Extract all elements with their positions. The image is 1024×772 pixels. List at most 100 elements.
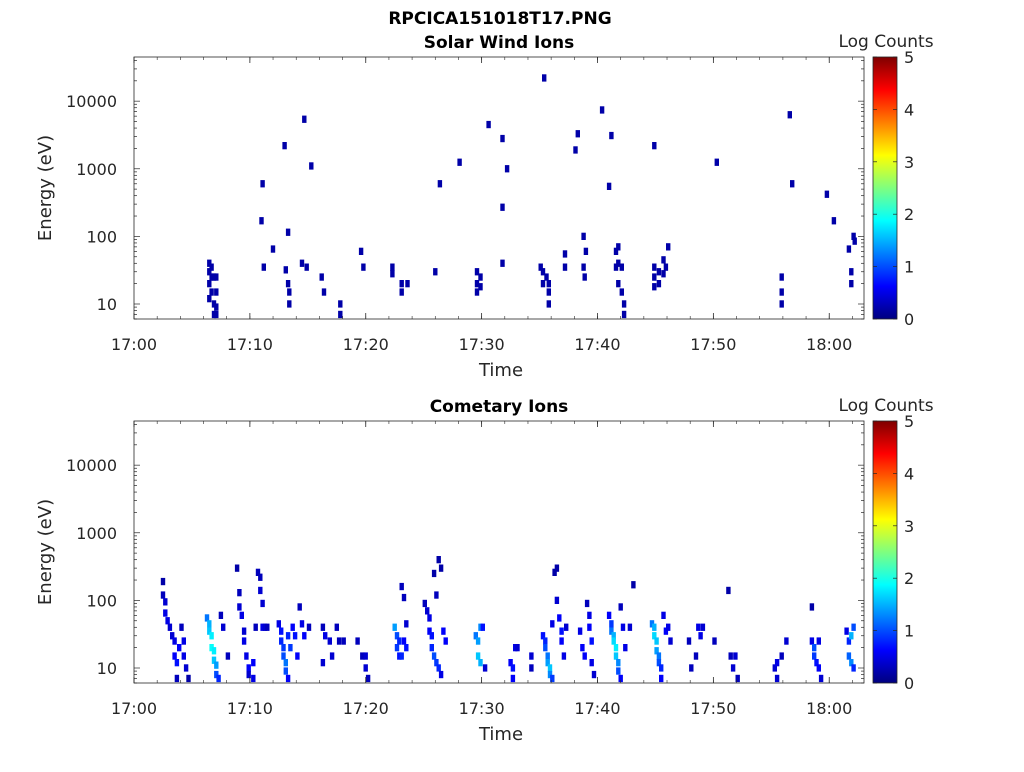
data-cell	[279, 627, 284, 635]
data-cell	[550, 620, 555, 628]
data-cell	[174, 659, 180, 667]
x-tick-label: 17:00	[111, 699, 157, 718]
panel-title: Cometary Ions	[430, 397, 569, 417]
y-tick-label: 100	[86, 591, 117, 610]
data-cell	[181, 637, 186, 645]
data-cell	[700, 623, 706, 631]
x-tick-label: 17:00	[111, 335, 157, 354]
data-cell	[285, 228, 291, 236]
data-cell	[849, 268, 854, 276]
data-cell	[500, 203, 505, 211]
data-cell	[546, 288, 551, 296]
data-cell	[399, 582, 404, 591]
data-cell	[809, 637, 815, 645]
data-cell	[302, 632, 307, 640]
data-cell	[613, 247, 619, 255]
data-cell	[552, 568, 557, 576]
x-tick-label: 17:30	[459, 335, 505, 354]
data-cell	[457, 158, 462, 166]
data-cell	[327, 637, 332, 645]
data-cell	[186, 674, 191, 683]
data-cell	[478, 623, 483, 631]
data-cell	[733, 652, 738, 660]
data-cell	[851, 664, 856, 672]
data-cell	[618, 674, 623, 683]
y-tick-label: 10	[97, 295, 117, 314]
data-cell	[844, 627, 849, 635]
data-cell	[390, 270, 395, 278]
data-cell	[851, 623, 856, 631]
data-cell	[218, 611, 224, 619]
data-cell	[474, 288, 480, 296]
data-cell	[611, 632, 616, 640]
data-cell	[714, 158, 719, 166]
data-cell	[475, 652, 481, 660]
data-cell	[281, 652, 286, 660]
data-cell	[609, 627, 614, 635]
data-cell	[251, 659, 256, 667]
data-cell	[436, 556, 441, 564]
data-cell	[540, 268, 546, 276]
data-cell	[225, 652, 231, 660]
data-cell	[283, 266, 288, 274]
data-cell	[611, 637, 616, 645]
data-cell	[779, 273, 784, 281]
data-cell	[207, 280, 212, 288]
colorbar-tick-label: 1	[904, 622, 914, 641]
data-cell	[510, 674, 516, 683]
data-cell	[258, 573, 263, 581]
data-cell	[404, 620, 409, 628]
x-axis-label: Time	[478, 724, 523, 745]
data-cell	[504, 165, 510, 173]
data-cell	[279, 637, 284, 645]
data-cell	[299, 259, 305, 267]
x-axis-label: Time	[478, 360, 523, 381]
data-cell	[429, 632, 434, 640]
data-cell	[812, 644, 817, 652]
data-cell	[816, 664, 821, 672]
data-cell	[338, 300, 343, 308]
figure-title: RPCICA151018T17.PNG	[388, 9, 611, 29]
data-cell	[545, 659, 550, 667]
data-cell	[790, 180, 795, 188]
data-cell	[214, 273, 219, 281]
data-cell	[599, 106, 605, 114]
data-cell	[609, 131, 614, 140]
data-cell	[774, 674, 780, 683]
data-cell	[787, 111, 792, 119]
x-tick-label: 17:40	[574, 699, 620, 718]
data-cell	[179, 623, 184, 631]
data-cell	[397, 652, 402, 660]
data-cell	[397, 637, 402, 645]
data-cell	[276, 620, 281, 628]
data-cell	[181, 652, 186, 660]
colorbar-tick-label: 0	[904, 310, 914, 329]
data-cell	[547, 670, 553, 679]
data-cell	[363, 664, 368, 672]
data-cell	[441, 627, 446, 635]
data-cell	[260, 180, 265, 188]
data-cell	[261, 263, 266, 271]
data-cell	[329, 652, 335, 660]
data-cell	[581, 232, 586, 240]
data-cell	[627, 623, 633, 631]
y-tick-label: 10	[97, 659, 117, 678]
data-cell	[170, 632, 175, 640]
data-cell	[606, 611, 612, 619]
colorbar	[872, 56, 898, 320]
data-cell	[302, 115, 307, 123]
data-cell	[621, 300, 627, 308]
heatmap-cells	[207, 74, 857, 319]
data-cell	[545, 652, 550, 660]
data-cell	[582, 273, 587, 281]
data-cell	[165, 617, 170, 625]
data-cell	[209, 644, 214, 652]
data-cell	[214, 670, 219, 679]
data-cell	[779, 300, 784, 308]
data-cell	[668, 637, 673, 645]
data-cell	[613, 644, 619, 652]
data-cell	[399, 652, 404, 660]
plot-area	[133, 56, 865, 320]
data-cell	[207, 295, 212, 303]
